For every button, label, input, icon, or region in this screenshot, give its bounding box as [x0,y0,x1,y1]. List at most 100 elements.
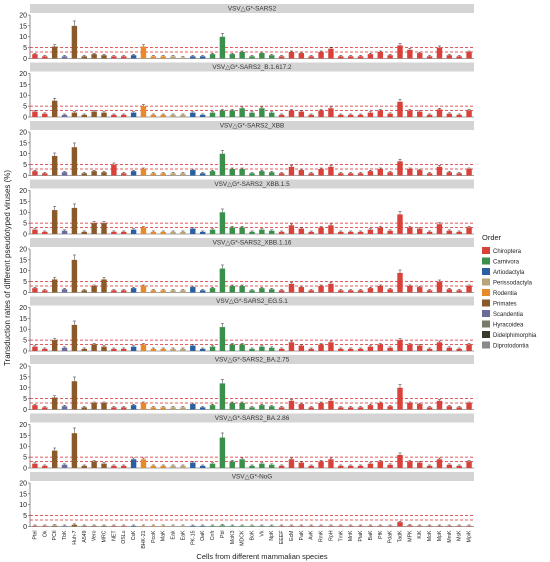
bar [436,342,443,351]
y-tick-label: 20 [19,71,27,78]
bar [298,228,305,234]
y-tick-label: 15 [19,491,27,498]
bar [140,168,147,176]
bar [318,227,324,234]
bar [121,348,127,351]
bar [32,405,38,410]
bar [190,525,196,527]
bar [101,172,107,176]
bar [229,168,235,176]
bar [61,289,68,293]
legend-entry: Diprotodontia [493,344,529,350]
bar [180,407,186,410]
x-tick-label: PK-15 [190,530,196,545]
bar [426,114,433,117]
bar [318,110,324,117]
bar [32,288,38,293]
bar [81,56,87,59]
x-tick-label: BaK [368,530,374,540]
y-tick-label: 10 [19,268,27,275]
y-tick-label: 15 [19,374,27,381]
bar [347,465,354,468]
bar [101,55,107,59]
bar [456,290,462,293]
y-tick-label: 10 [19,151,27,158]
bar [190,462,196,468]
bar [278,348,285,351]
y-tick-label: 5 [23,279,27,286]
bar [130,229,137,234]
bar [101,112,107,117]
x-tick-label: Pbl [220,531,226,539]
bar [298,287,305,293]
bar [367,171,374,176]
bar [288,225,295,234]
bar [180,114,186,117]
y-tick-label: 0 [23,407,27,414]
bar [219,153,226,176]
bar [298,525,305,527]
bar [32,54,38,59]
bar [170,56,176,59]
bar [377,51,383,59]
bar [417,111,423,117]
bar [387,172,393,176]
bar [269,55,275,59]
bar [417,404,423,410]
bar [199,407,206,410]
bar [456,465,462,468]
bar [347,290,354,293]
bar [61,464,68,468]
bar [91,344,97,351]
bar [209,54,216,59]
bar [170,114,176,117]
bar [446,347,453,351]
x-tick-label: EEEF [279,531,285,545]
bar [446,172,453,176]
bar [229,402,235,410]
x-tick-labels: Ptel Ok PCtl TbK Huh-7 A549 Vero MRC NET OSLu CsK B… [32,530,472,549]
bar [101,346,107,351]
bar [51,155,58,176]
x-tick-label: EcM [289,531,295,541]
bar [308,525,314,527]
bar [456,173,462,176]
bar [446,230,453,234]
bar [130,525,137,527]
bar [417,462,423,468]
bar [121,114,127,117]
bar [436,459,443,468]
bar [446,55,453,59]
bar [338,465,344,468]
bar [269,464,275,468]
bar [91,223,97,234]
bar [357,173,364,176]
bar [278,525,285,527]
bar [209,525,216,527]
bar [150,525,157,527]
bar [209,229,216,234]
panel-8: VSV△G*-NoG 0 5 10 15 20 [19,472,474,531]
bar [357,525,364,527]
bar [101,402,107,410]
legend-entry: Carnivora [493,260,520,266]
y-tick-label: 5 [23,338,27,345]
bar [130,55,137,59]
bar [269,112,275,117]
bar [121,525,127,527]
bar [456,407,462,410]
bar [180,348,186,351]
bar [328,225,334,234]
y-tick-label: 20 [19,12,27,19]
x-tick-label: Cnfr [210,530,216,540]
bar [357,348,364,351]
bar [209,463,216,468]
bar [278,56,285,59]
bar [318,51,324,59]
bar [377,285,383,293]
x-tick-label: PaK [299,530,305,540]
bar [288,525,295,527]
bar [466,461,472,468]
bar [61,406,68,410]
